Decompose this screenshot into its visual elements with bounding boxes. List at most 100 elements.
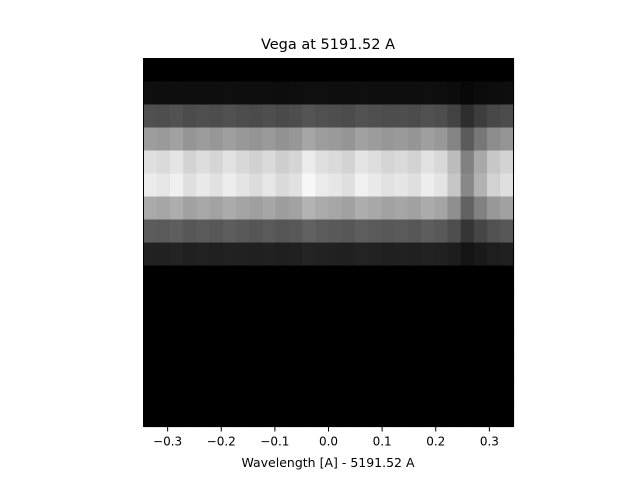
heatmap-cell [487,219,501,244]
heatmap-cell [156,357,171,382]
heatmap-cell [328,357,343,382]
heatmap-cell [473,58,488,83]
heatmap-cell [169,265,184,290]
heatmap-cell [354,265,369,290]
heatmap-cell [209,242,224,267]
heatmap-cell [354,311,369,336]
heatmap-cell [460,173,475,198]
heatmap-cell [421,334,435,359]
heatmap-cell [354,104,369,129]
heatmap-cell [460,288,475,313]
heatmap-cell [169,81,184,106]
heatmap-cell [262,242,277,267]
heatmap-cell [421,58,435,83]
heatmap-cell [302,311,316,336]
heatmap-cell [381,219,396,244]
heatmap-cell [407,265,422,290]
heatmap-cell [407,357,422,382]
heatmap-cell [288,380,303,405]
heatmap-cell [341,58,356,83]
heatmap-cell [302,219,316,244]
heatmap-cell [368,311,382,336]
heatmap-cell [236,196,250,221]
heatmap-cell [473,219,488,244]
heatmap-cell [381,58,396,83]
heatmap-cell [341,196,356,221]
heatmap-cell [368,288,382,313]
heatmap-cell [421,288,435,313]
heatmap-cell [302,334,316,359]
heatmap-cell [183,265,197,290]
heatmap-cell [275,403,290,428]
heatmap-cell [249,357,264,382]
heatmap-cell [222,380,237,405]
heatmap-cell [354,219,369,244]
heatmap-cell [143,242,158,267]
heatmap-cell [183,104,197,129]
heatmap-cell [447,242,462,267]
heatmap-cell [288,311,303,336]
heatmap-cell [368,196,382,221]
heatmap-cell [143,334,158,359]
heatmap-cell [315,127,330,152]
x-tick-label: 0.0 [319,435,338,449]
heatmap-cell [209,173,224,198]
heatmap-cell [434,104,449,129]
heatmap-cell [143,288,158,313]
heatmap-image [143,58,515,428]
heatmap-cell [394,311,409,336]
heatmap-cell [394,403,409,428]
heatmap-cell [368,403,382,428]
heatmap-cell [354,196,369,221]
heatmap-cell [434,265,449,290]
heatmap-cell [447,219,462,244]
heatmap-cell [500,196,515,221]
heatmap-cell [460,219,475,244]
heatmap-cell [302,357,316,382]
heatmap-cell [354,173,369,198]
heatmap-cell [407,104,422,129]
heatmap-cell [341,357,356,382]
heatmap-cell [434,81,449,106]
heatmap-cell [460,357,475,382]
heatmap-cell [196,104,211,129]
heatmap-cell [143,104,158,129]
x-tick-label: −0.3 [153,435,182,449]
heatmap-cell [236,380,250,405]
heatmap-cell [315,403,330,428]
heatmap-cell [262,150,277,175]
heatmap-cell [249,265,264,290]
heatmap-cell [473,242,488,267]
heatmap-cell [302,265,316,290]
heatmap-cell [421,265,435,290]
heatmap-cell [156,242,171,267]
heatmap-cell [315,242,330,267]
heatmap-cell [368,242,382,267]
heatmap-cell [302,104,316,129]
heatmap-cell [460,380,475,405]
heatmap-cell [209,104,224,129]
heatmap-cell [236,104,250,129]
heatmap-cell [156,127,171,152]
heatmap-cell [487,265,501,290]
heatmap-cell [487,127,501,152]
heatmap-cell [407,380,422,405]
heatmap-cell [500,403,515,428]
heatmap-cell [354,380,369,405]
heatmap-cell [209,311,224,336]
heatmap-cell [328,81,343,106]
heatmap-cell [222,311,237,336]
heatmap-cell [236,288,250,313]
heatmap-cell [500,150,515,175]
heatmap-cell [196,311,211,336]
heatmap-cell [328,219,343,244]
heatmap-cell [236,265,250,290]
heatmap-cell [183,334,197,359]
heatmap-cell [487,311,501,336]
heatmap-cell [368,150,382,175]
heatmap-cell [249,58,264,83]
x-tick-label: 0.3 [480,435,499,449]
heatmap-cell [487,403,501,428]
heatmap-cell [421,81,435,106]
